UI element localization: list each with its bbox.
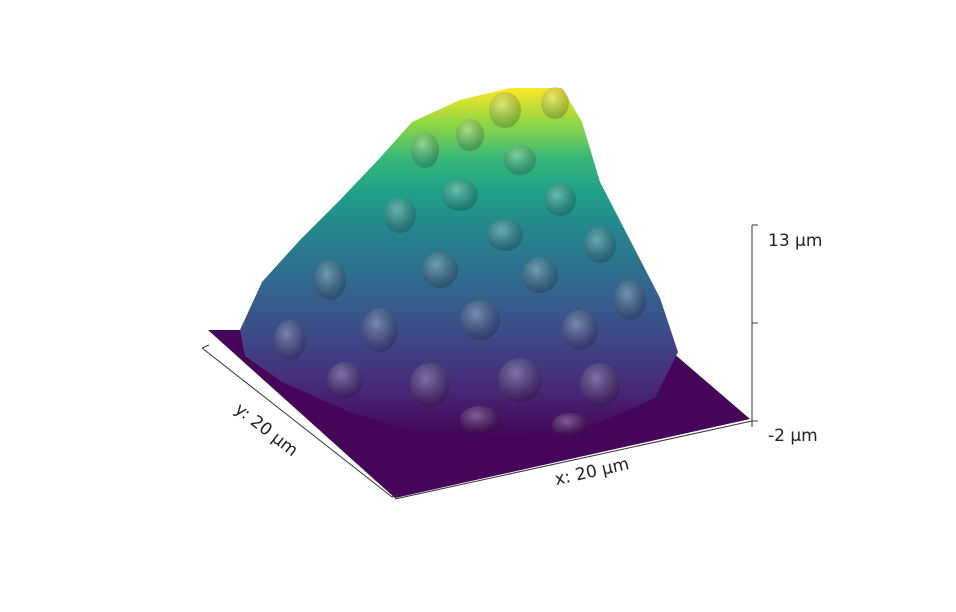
x-axis [394, 420, 753, 500]
y-axis-label: y: 20 µm [231, 399, 302, 461]
axes [201, 224, 758, 500]
y-tick [391, 493, 400, 498]
surface-mound [240, 88, 678, 442]
y-axis [201, 347, 393, 498]
y-tick [201, 344, 210, 349]
z-top-label: 13 µm [768, 231, 822, 251]
surface-bumps [274, 87, 646, 437]
z-bottom-label: -2 µm [768, 426, 818, 446]
